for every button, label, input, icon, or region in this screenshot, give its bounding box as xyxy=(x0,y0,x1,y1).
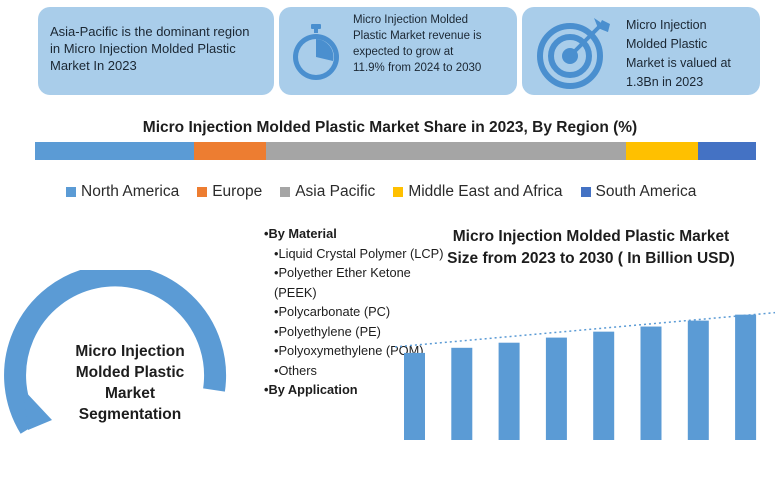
legend-item: Asia Pacific xyxy=(280,183,375,201)
share-segment xyxy=(265,142,627,160)
share-segment xyxy=(35,142,194,160)
segment-item: •Polycarbonate (PC) xyxy=(274,304,391,319)
legend-item: North America xyxy=(66,183,179,201)
legend-label: Europe xyxy=(212,183,263,200)
size-bar xyxy=(498,342,520,440)
legend-swatch xyxy=(66,187,76,197)
legend-label: North America xyxy=(81,183,180,200)
legend-swatch xyxy=(393,187,404,197)
share-segment xyxy=(698,142,756,160)
info-card-text: Micro Injection Molded Plastic Market re… xyxy=(353,14,482,74)
size-bar xyxy=(687,320,709,440)
segment-item: •Polyethylene (PE) xyxy=(274,323,381,339)
share-chart-title: Micro Injection Molded Plastic Market Sh… xyxy=(142,119,638,136)
target-icon xyxy=(537,18,610,89)
trend-line xyxy=(395,311,776,348)
segment-category: •By Application xyxy=(264,382,358,397)
segment-item: •Others xyxy=(274,362,317,378)
info-card-value: Micro Injection Molded Plastic Market is… xyxy=(522,7,760,95)
size-chart-title: Micro Injection Molded Plastic Market Si… xyxy=(447,228,735,267)
size-bar xyxy=(735,314,757,440)
size-bar xyxy=(404,352,425,440)
size-bar xyxy=(640,326,662,440)
segment-item: •Liquid Crystal Polymer (LCP) xyxy=(274,245,444,261)
legend-item: South America xyxy=(580,183,697,201)
legend-swatch xyxy=(580,187,591,197)
info-card-region: Asia-Pacific is the dominant region in M… xyxy=(38,7,274,95)
legend-item: Middle East and Africa xyxy=(393,183,563,201)
legend-swatch xyxy=(280,187,291,197)
share-segment xyxy=(626,142,699,160)
share-legend: North America Europe Asia Pacific Middle Ea… xyxy=(66,183,714,201)
segment-category: •By Material xyxy=(264,226,337,241)
info-card-text: Asia-Pacific is the dominant region in M… xyxy=(50,24,250,73)
stopwatch-icon xyxy=(293,24,339,80)
segment-item: •Polyoxymethylene (POM) xyxy=(274,343,424,358)
size-bar xyxy=(451,347,473,440)
legend-label: South America xyxy=(595,183,697,200)
segment-item: •Polyether Ether Ketone (PEEK) xyxy=(274,265,411,300)
info-card-text: Micro Injection Molded Plastic Market is… xyxy=(626,18,731,89)
size-bar xyxy=(593,331,615,440)
share-segment xyxy=(193,142,266,160)
legend-swatch xyxy=(197,187,208,197)
segmentation-title: Micro Injection Molded Plastic Market Se… xyxy=(75,343,185,423)
legend-label: Asia Pacific xyxy=(295,183,376,200)
segmentation-list: •By Material •Liquid Crystal Polymer (LCP… xyxy=(264,224,444,400)
legend-label: Middle East and Africa xyxy=(408,183,563,200)
size-bar xyxy=(545,337,567,440)
legend-item: Europe xyxy=(197,183,262,201)
info-card-growth: Micro Injection Molded Plastic Market re… xyxy=(279,7,517,95)
size-bar-chart xyxy=(395,311,776,440)
segmentation-ring xyxy=(4,270,227,434)
share-stacked-bar xyxy=(35,142,756,160)
